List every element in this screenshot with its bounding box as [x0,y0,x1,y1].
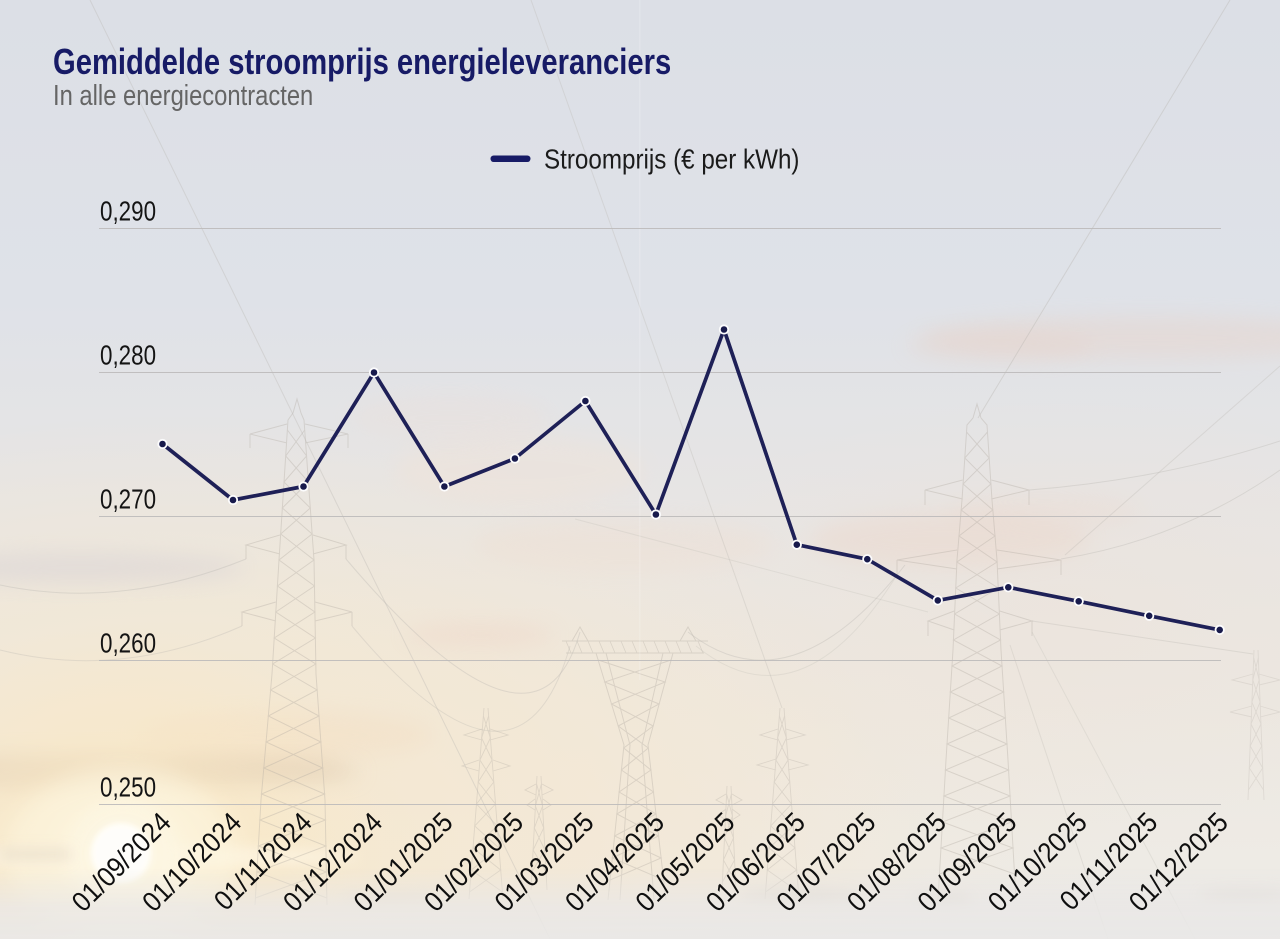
svg-text:In alle energiecontracten: In alle energiecontracten [53,79,313,112]
svg-text:0,250: 0,250 [100,772,156,803]
svg-text:0,280: 0,280 [100,340,156,371]
svg-text:0,260: 0,260 [100,628,156,659]
svg-text:0,290: 0,290 [100,196,156,227]
svg-text:Stroomprijs (€ per kWh): Stroomprijs (€ per kWh) [544,143,799,175]
svg-text:Gemiddelde stroomprijs energie: Gemiddelde stroomprijs energieleverancie… [53,42,671,83]
svg-text:0,270: 0,270 [100,484,156,515]
